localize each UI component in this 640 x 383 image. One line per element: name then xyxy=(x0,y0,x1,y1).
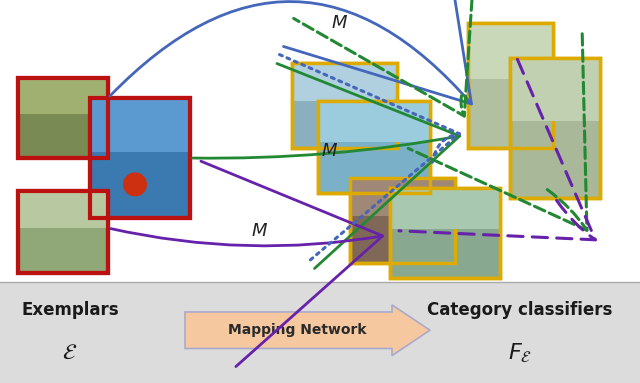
Text: Category classifiers: Category classifiers xyxy=(428,301,612,319)
Bar xyxy=(18,78,108,158)
FancyArrowPatch shape xyxy=(110,0,472,104)
Bar xyxy=(318,101,430,142)
Bar xyxy=(292,63,397,148)
Bar xyxy=(468,23,553,148)
Bar xyxy=(510,58,600,121)
FancyArrowPatch shape xyxy=(193,64,460,268)
Bar xyxy=(350,178,455,263)
Bar xyxy=(350,178,455,263)
Bar xyxy=(18,78,108,158)
Bar xyxy=(90,98,190,218)
FancyArrowPatch shape xyxy=(280,54,460,261)
Bar xyxy=(18,78,108,114)
Bar xyxy=(292,63,397,148)
Bar xyxy=(390,188,500,278)
Text: $M$: $M$ xyxy=(321,142,339,160)
Text: $M$: $M$ xyxy=(252,222,269,240)
FancyArrowPatch shape xyxy=(399,59,595,240)
Text: Mapping Network: Mapping Network xyxy=(228,323,367,337)
Circle shape xyxy=(123,172,147,196)
Bar xyxy=(390,188,500,278)
Bar xyxy=(510,58,600,198)
Text: $F_{\mathcal{E}}$: $F_{\mathcal{E}}$ xyxy=(508,341,532,364)
Bar xyxy=(18,191,108,273)
Bar xyxy=(18,191,108,273)
Text: $M$: $M$ xyxy=(332,14,349,32)
Bar xyxy=(350,178,455,216)
FancyArrowPatch shape xyxy=(294,0,477,116)
Bar xyxy=(0,282,640,383)
Text: Exemplars: Exemplars xyxy=(21,301,119,319)
Bar xyxy=(18,191,108,228)
FancyArrowPatch shape xyxy=(408,34,587,230)
Bar xyxy=(90,98,190,152)
Bar xyxy=(90,98,190,218)
Bar xyxy=(390,188,500,229)
Bar xyxy=(292,63,397,101)
Bar xyxy=(510,58,600,198)
Bar xyxy=(318,101,430,193)
Bar xyxy=(468,23,553,79)
FancyArrowPatch shape xyxy=(111,161,383,367)
Bar xyxy=(468,23,553,148)
FancyArrow shape xyxy=(185,305,430,355)
Text: $\mathcal{E}$: $\mathcal{E}$ xyxy=(62,342,77,363)
Bar xyxy=(318,101,430,193)
